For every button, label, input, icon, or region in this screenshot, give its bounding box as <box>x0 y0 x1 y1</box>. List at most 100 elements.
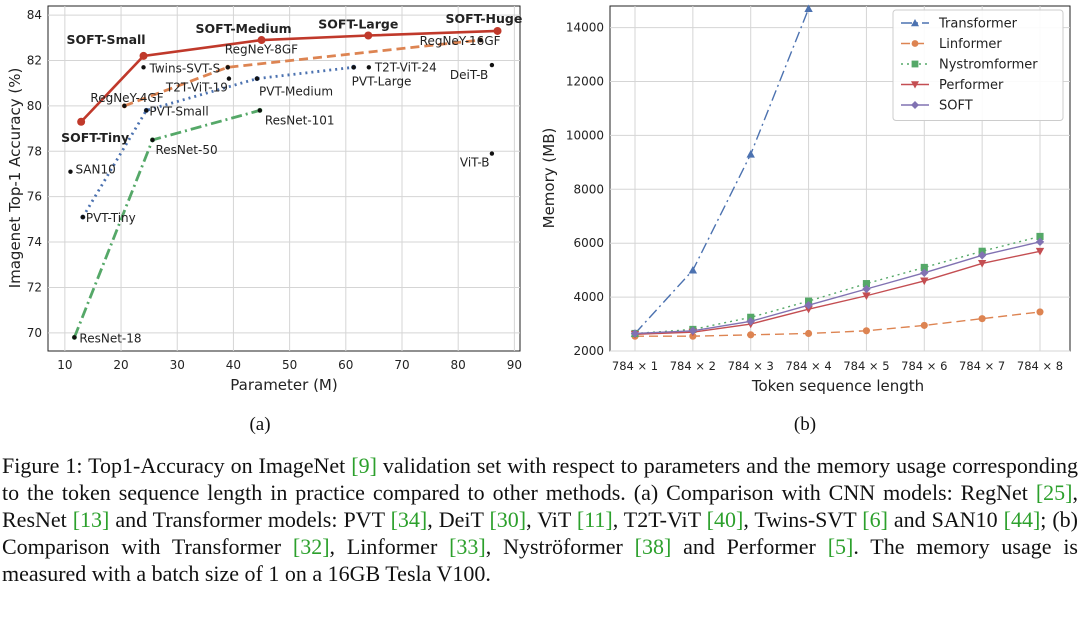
series-marker <box>805 329 813 338</box>
point-marker <box>68 169 73 174</box>
point-marker <box>351 65 356 70</box>
citation-link[interactable]: [38] <box>634 534 672 559</box>
y-tick-label: 72 <box>27 280 42 294</box>
panel-b-lines <box>630 4 1045 340</box>
x-tick-label: 784 × 2 <box>670 359 716 373</box>
series-marker <box>746 150 755 158</box>
point-label: PVT-Medium <box>259 85 333 99</box>
series-marker <box>977 260 987 268</box>
citation-link[interactable]: [32] <box>292 534 330 559</box>
series-marker <box>977 251 987 260</box>
point-label: T2T-ViT-19 <box>165 81 228 95</box>
series-marker <box>911 81 919 89</box>
panel-b: 784 × 1 784 × 2 784 × 3 784 × 4 784 × 5 784 ×… <box>540 4 1071 435</box>
series-marker <box>1035 237 1045 247</box>
point-marker <box>122 103 127 109</box>
citation-link[interactable]: [33] <box>449 534 486 559</box>
x-tick-label: 20 <box>113 358 128 372</box>
point-label: Twins-SVT-S <box>149 61 221 75</box>
citation-link[interactable]: [44] <box>1003 507 1041 532</box>
series-line-nystromformer <box>634 235 1041 335</box>
figure: 10 20 30 40 50 60 70 80 90 70 72 74 76 78 80 82 84 SOFT-… <box>6 4 1071 435</box>
point-label: DeiT-B <box>450 68 488 82</box>
citation-link[interactable]: [25] <box>1035 480 1073 505</box>
series-marker <box>862 284 871 294</box>
point-marker <box>254 76 260 81</box>
series-marker <box>257 36 266 45</box>
point-marker <box>257 108 263 113</box>
panel-a-frame <box>47 5 521 352</box>
point-label: RegNeY-16GF <box>420 34 501 48</box>
citation-link[interactable]: [6] <box>862 507 888 532</box>
point-marker <box>80 214 86 220</box>
point-label: PVT-Tiny <box>86 211 136 225</box>
panel-a: 10 20 30 40 50 60 70 80 90 70 72 74 76 78 80 82 84 SOFT-… <box>6 5 522 435</box>
point-marker <box>72 335 77 340</box>
series-marker <box>911 19 919 27</box>
point-label: ResNet-50 <box>156 143 218 157</box>
series-marker <box>920 277 929 286</box>
series-marker <box>1036 308 1044 316</box>
panel-b-xlabel: Token sequence length <box>751 377 924 395</box>
caption-text: ; (b) Comparison with Transformer <box>2 507 1079 559</box>
panel-a-ylabel: Imagenet Top-1 Accuracy (%) <box>6 68 24 289</box>
citation-link[interactable]: [11] <box>576 507 613 532</box>
legend-label: Performer <box>939 78 1004 93</box>
series-line-performer <box>634 250 1041 335</box>
citation-link[interactable]: [9] <box>351 453 377 478</box>
series-marker <box>1036 232 1044 241</box>
series-marker <box>688 265 698 274</box>
point-marker <box>489 151 495 156</box>
caption-text: and SAN10 <box>887 507 1004 532</box>
x-tick-label: 784 × 7 <box>959 359 1005 373</box>
caption-text: and Performer <box>671 534 828 559</box>
legend-label: Nystromformer <box>939 58 1038 73</box>
x-tick-label: 784 × 8 <box>1017 359 1063 373</box>
citation-link[interactable]: [5] <box>827 534 854 559</box>
series-line-regnety <box>123 38 481 108</box>
series-marker <box>862 280 870 288</box>
y-tick-label: 82 <box>27 53 42 67</box>
series-marker <box>1035 247 1045 256</box>
y-tick-label: 2000 <box>573 344 604 358</box>
y-tick-label: 84 <box>27 8 42 22</box>
series-marker <box>920 263 928 272</box>
panel-b-ylabel: Memory (MB) <box>540 128 558 229</box>
series-line-linformer <box>635 311 1041 337</box>
y-tick-label: 10000 <box>566 128 604 142</box>
x-tick-label: 80 <box>451 358 466 372</box>
series-marker <box>911 101 919 109</box>
x-tick-label: 30 <box>170 358 185 372</box>
caption-text: , Nyströformer <box>485 534 635 559</box>
panel-b-ticks: 784 × 1 784 × 2 784 × 3 784 × 4 784 × 5 784 ×… <box>566 21 1063 373</box>
point-label: SAN10 <box>75 163 115 177</box>
x-tick-label: 10 <box>57 358 72 372</box>
series-line-transformer <box>634 8 810 334</box>
series-marker <box>920 321 928 329</box>
citation-link[interactable]: [13] <box>72 507 110 532</box>
panel-a-points: SOFT-Tiny SOFT-Small SOFT-Medium SOFT-Large… <box>61 11 522 345</box>
caption-text: and Transformer models: PVT <box>109 507 391 532</box>
series-marker <box>630 329 640 338</box>
series-marker <box>493 26 502 35</box>
x-tick-label: 784 × 5 <box>843 359 889 373</box>
caption-text: , ViT <box>526 507 577 532</box>
point-label: T2T-ViT-24 <box>374 60 437 74</box>
y-tick-label: 78 <box>27 144 42 158</box>
series-marker <box>804 305 813 314</box>
point-label: ResNet-101 <box>265 113 335 127</box>
point-marker <box>144 108 149 113</box>
y-tick-label: 6000 <box>573 236 604 250</box>
point-marker <box>478 37 483 43</box>
citation-link[interactable]: [40] <box>706 507 744 532</box>
citation-link[interactable]: [30] <box>489 507 527 532</box>
series-marker <box>911 60 919 68</box>
citation-link[interactable]: [34] <box>390 507 428 532</box>
legend-label: Linformer <box>939 37 1002 52</box>
point-label: RegNeY-8GF <box>225 42 298 56</box>
caption-text: . The memory usage is measured with a ba… <box>2 534 1078 586</box>
y-tick-label: 14000 <box>566 21 604 35</box>
legend-label: Transformer <box>938 17 1018 32</box>
series-marker <box>746 317 755 326</box>
panel-a-grid <box>48 6 520 351</box>
